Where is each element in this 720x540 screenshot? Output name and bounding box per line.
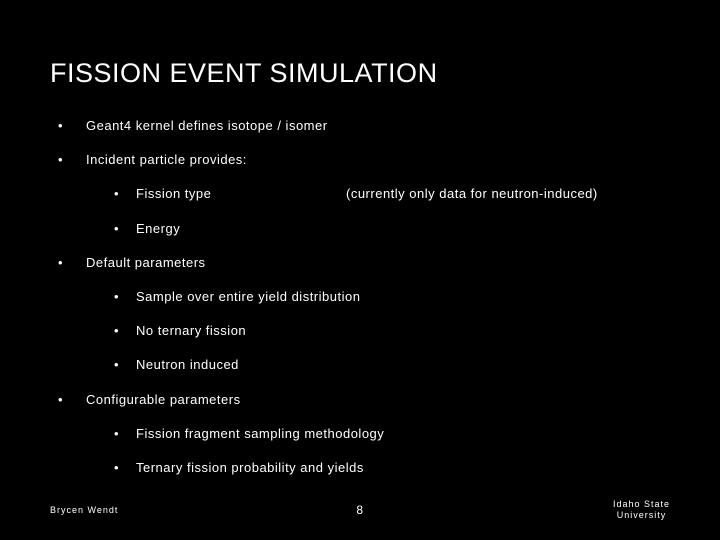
bullet-text: Incident particle provides: <box>86 152 247 167</box>
footer-affiliation-line1: Idaho State <box>613 499 670 511</box>
bullet-item: Configurable parameters Fission fragment… <box>58 391 670 478</box>
footer-affiliation: Idaho State University <box>613 499 670 522</box>
sub-bullet-text: Fission fragment sampling methodology <box>136 426 384 441</box>
slide-footer: Brycen Wendt 8 Idaho State University <box>0 499 720 522</box>
sub-bullet-item: Energy <box>114 220 670 238</box>
sub-bullet-text: No ternary fission <box>136 323 246 338</box>
sub-bullet-text: Ternary fission probability and yields <box>136 460 364 475</box>
slide-title: FISSION EVENT SIMULATION <box>50 58 670 89</box>
footer-page-number: 8 <box>356 503 363 517</box>
bullet-text: Geant4 kernel defines isotope / isomer <box>86 118 328 133</box>
footer-author: Brycen Wendt <box>50 505 118 515</box>
slide: FISSION EVENT SIMULATION Geant4 kernel d… <box>0 0 720 540</box>
sub-bullet-list: Fission type (currently only data for ne… <box>86 185 670 237</box>
sub-bullet-text: Energy <box>136 221 180 236</box>
sub-bullet-list: Sample over entire yield distribution No… <box>86 288 670 375</box>
sub-bullet-item: Neutron induced <box>114 356 670 374</box>
sub-bullet-text: Neutron induced <box>136 357 239 372</box>
bullet-item: Geant4 kernel defines isotope / isomer <box>58 117 670 135</box>
sub-bullet-item: Fission fragment sampling methodology <box>114 425 670 443</box>
sub-bullet-item: Ternary fission probability and yields <box>114 459 670 477</box>
sub-bullet-list: Fission fragment sampling methodology Te… <box>86 425 670 477</box>
sub-bullet-aside: (currently only data for neutron-induced… <box>346 185 670 203</box>
sub-bullet-item: Sample over entire yield distribution <box>114 288 670 306</box>
sub-bullet-text: Fission type <box>136 185 346 203</box>
bullet-text: Configurable parameters <box>86 392 241 407</box>
footer-affiliation-line2: University <box>613 510 670 522</box>
sub-bullet-item: No ternary fission <box>114 322 670 340</box>
bullet-text: Default parameters <box>86 255 206 270</box>
bullet-item: Default parameters Sample over entire yi… <box>58 254 670 375</box>
bullet-list: Geant4 kernel defines isotope / isomer I… <box>50 117 670 477</box>
sub-bullet-item: Fission type (currently only data for ne… <box>114 185 670 203</box>
sub-bullet-text: Sample over entire yield distribution <box>136 289 360 304</box>
bullet-item: Incident particle provides: Fission type… <box>58 151 670 238</box>
